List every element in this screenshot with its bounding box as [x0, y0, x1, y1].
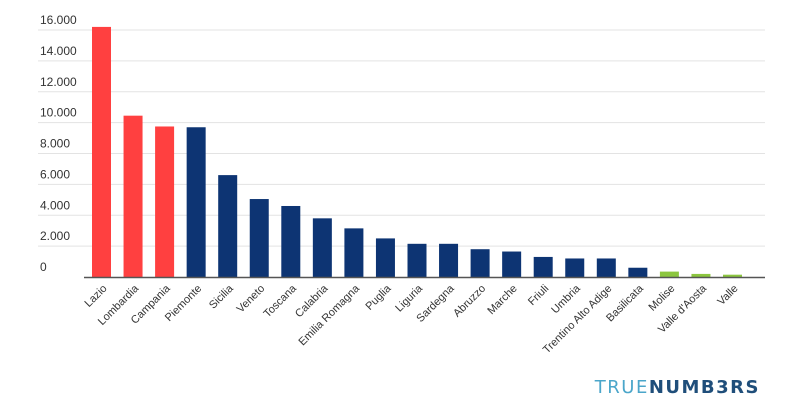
gridlines — [38, 29, 765, 247]
bar-veneto — [249, 199, 269, 277]
bar-friuli — [533, 256, 553, 277]
bar-campania — [155, 126, 175, 277]
bar-umbria — [565, 258, 585, 277]
y-tick-label: 14.000 — [40, 44, 77, 58]
y-tick-label: 6.000 — [40, 167, 70, 181]
brand-logo-part2: NUMB3RS — [648, 377, 760, 398]
y-tick-label: 4.000 — [40, 198, 70, 212]
bar-puglia — [375, 238, 395, 277]
bar-liguria — [407, 243, 427, 277]
brand-logo: TRUENUMB3RS — [595, 377, 760, 398]
x-tick-label: Puglia — [363, 282, 394, 313]
bar-lombardia — [123, 115, 143, 277]
y-tick-label: 10.000 — [40, 106, 77, 120]
bar-basilicata — [628, 267, 648, 277]
bar-valle-d-aosta — [691, 273, 711, 277]
x-tick-label: Toscana — [261, 282, 299, 320]
y-axis-ticks: 0 2.000 4.000 6.000 8.000 10.000 12.000 14.000 1… — [40, 13, 77, 274]
bar-trentino-alto-adige — [596, 258, 616, 277]
x-tick-label: Marche — [485, 283, 519, 317]
y-tick-label: 12.000 — [40, 75, 77, 89]
bars — [92, 26, 742, 277]
bar-marche — [502, 251, 522, 277]
brand-logo-part1: TRUE — [594, 377, 649, 398]
bar-piemonte — [186, 127, 206, 277]
x-tick-label: Lazio — [83, 283, 110, 310]
bar-calabria — [312, 218, 332, 277]
bar-toscana — [281, 205, 301, 277]
y-tick-label: 8.000 — [40, 137, 70, 151]
x-tick-label: Valle — [715, 283, 740, 308]
bar-sicilia — [218, 175, 238, 277]
bar-abruzzo — [470, 249, 490, 277]
y-tick-label: 16.000 — [40, 13, 77, 27]
x-tick-label: Sicilia — [207, 282, 236, 311]
y-tick-label: 2.000 — [40, 229, 70, 243]
bar-sardegna — [439, 243, 459, 277]
y-tick-label: 0 — [40, 260, 47, 274]
bar-emilia-romagna — [344, 228, 364, 277]
x-tick-label: Friuli — [526, 283, 551, 308]
x-tick-label: Abruzzo — [451, 283, 488, 320]
bar-valle — [723, 274, 742, 277]
bar-lazio — [92, 26, 111, 277]
bar-molise — [659, 271, 679, 277]
